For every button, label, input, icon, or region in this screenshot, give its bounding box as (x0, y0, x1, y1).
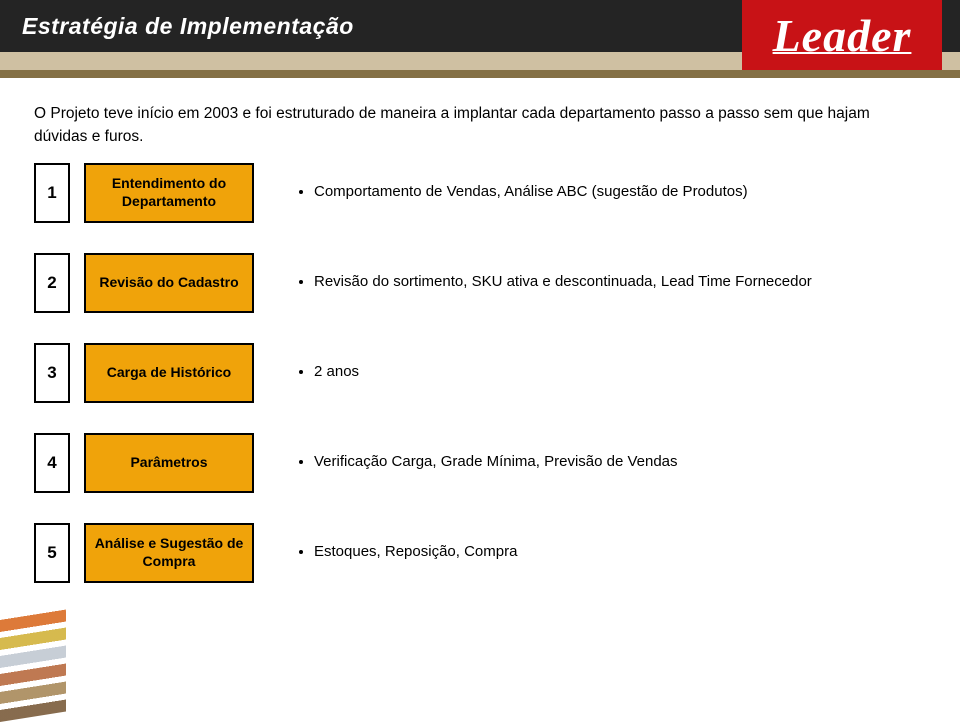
step-label: Carga de Histórico (84, 343, 254, 403)
step-desc-area: Revisão do sortimento, SKU ativa e desco… (268, 271, 926, 294)
step-desc-area: Comportamento de Vendas, Análise ABC (su… (268, 181, 926, 204)
decor-photo-bottom-left (0, 604, 66, 722)
step-number: 3 (34, 343, 70, 403)
step-label: Análise e Sugestão de Compra (84, 523, 254, 583)
step-desc-area: 2 anos (268, 361, 926, 384)
step-row-4: 4 Parâmetros Verificação Carga, Grade Mí… (34, 433, 926, 493)
step-number: 2 (34, 253, 70, 313)
step-number: 4 (34, 433, 70, 493)
decor-band-3 (0, 70, 960, 78)
step-number: 5 (34, 523, 70, 583)
step-desc: Comportamento de Vendas, Análise ABC (su… (314, 181, 926, 204)
steps-container: 1 Entendimento do Departamento Comportam… (0, 153, 960, 583)
logo-text: Leader (773, 9, 912, 62)
step-row-2: 2 Revisão do Cadastro Revisão do sortime… (34, 253, 926, 313)
step-row-5: 5 Análise e Sugestão de Compra Estoques,… (34, 523, 926, 583)
intro-paragraph: O Projeto teve início em 2003 e foi estr… (0, 84, 960, 153)
slide-header: Estratégia de Implementação Leader (0, 0, 960, 84)
step-number: 1 (34, 163, 70, 223)
slide-title: Estratégia de Implementação (22, 13, 354, 40)
step-desc: Revisão do sortimento, SKU ativa e desco… (314, 271, 926, 294)
step-desc-area: Estoques, Reposição, Compra (268, 541, 926, 564)
step-row-1: 1 Entendimento do Departamento Comportam… (34, 163, 926, 223)
step-row-3: 3 Carga de Histórico 2 anos (34, 343, 926, 403)
step-label: Parâmetros (84, 433, 254, 493)
step-label: Revisão do Cadastro (84, 253, 254, 313)
step-label: Entendimento do Departamento (84, 163, 254, 223)
step-desc: Verificação Carga, Grade Mínima, Previsã… (314, 451, 926, 474)
step-desc-area: Verificação Carga, Grade Mínima, Previsã… (268, 451, 926, 474)
step-desc: 2 anos (314, 361, 926, 384)
logo-block: Leader (742, 0, 942, 70)
step-desc: Estoques, Reposição, Compra (314, 541, 926, 564)
